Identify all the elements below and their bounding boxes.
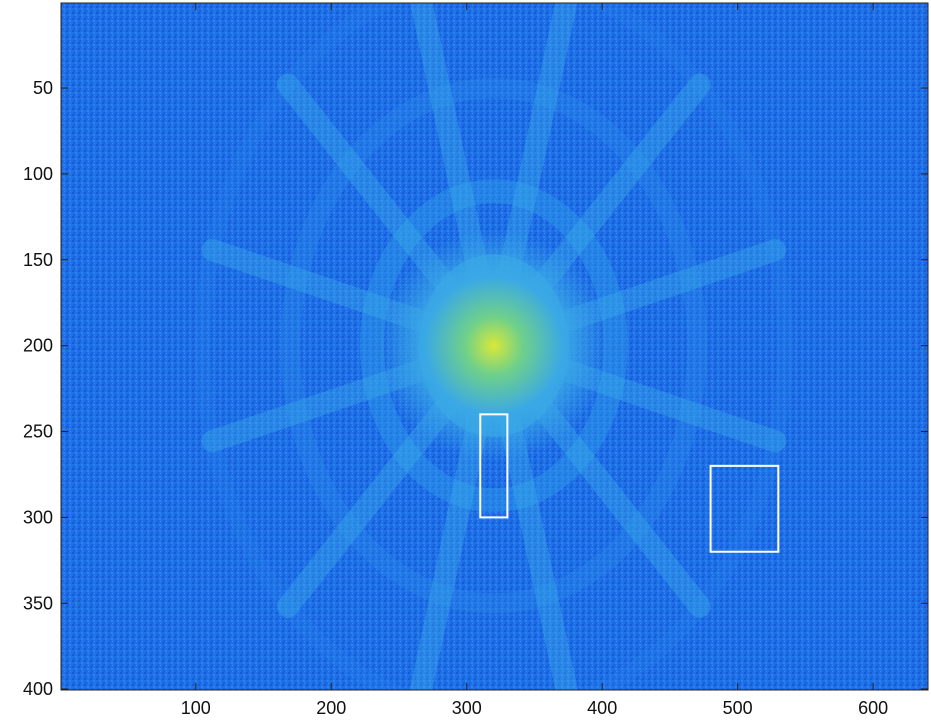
y-tick-label: 300 xyxy=(23,507,53,527)
heatmap-image xyxy=(61,3,928,690)
spoke-4 xyxy=(409,401,491,690)
y-tick-label: 400 xyxy=(23,679,53,699)
y-tick-label: 200 xyxy=(23,336,53,356)
ring-4 xyxy=(194,3,793,690)
spoke-10 xyxy=(496,3,578,291)
spoke-3 xyxy=(496,401,578,690)
y-tick-label: 250 xyxy=(23,422,53,442)
x-axis: 100 200 300 400 500 600 xyxy=(181,3,888,718)
y-tick-label: 50 xyxy=(33,78,53,98)
y-tick-label: 350 xyxy=(23,593,53,613)
roi-1 xyxy=(479,413,509,519)
spoke-9 xyxy=(410,3,491,291)
central-peak xyxy=(377,229,610,462)
x-tick-label: 600 xyxy=(858,698,888,718)
roi-2 xyxy=(709,464,780,553)
roi-rectangles xyxy=(479,413,780,553)
ring-2 xyxy=(359,179,628,513)
x-tick-label: 500 xyxy=(723,698,753,718)
plot-frame xyxy=(60,2,929,691)
x-tick-label: 200 xyxy=(316,698,346,718)
y-tick-label: 100 xyxy=(23,164,53,184)
y-axis: 50 100 150 200 250 300 350 400 xyxy=(23,78,928,699)
x-tick-label: 400 xyxy=(587,698,617,718)
ring-3 xyxy=(280,78,708,614)
y-tick-label: 150 xyxy=(23,250,53,270)
x-tick-label: 300 xyxy=(452,698,482,718)
x-tick-label: 100 xyxy=(181,698,211,718)
